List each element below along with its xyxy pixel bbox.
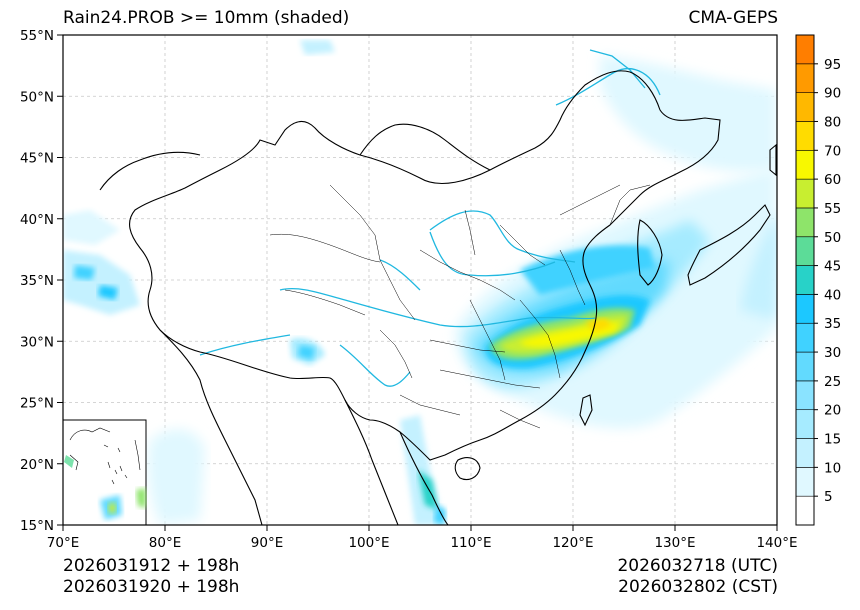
axis-ticks: 55°N 50°N 45°N 40°N 35°N 30°N 25°N 20°N 15°N70°E… <box>20 28 798 551</box>
init-time-block: 2026031912 + 198h 2026031920 + 198h <box>63 556 239 598</box>
colorbar-swatch <box>795 149 815 180</box>
colorbar-label: 80 <box>824 114 841 130</box>
probability-shading <box>63 40 777 525</box>
province-borders <box>269 184 651 429</box>
colorbar-swatch <box>795 207 815 238</box>
colorbar-swatch <box>795 294 815 324</box>
colorbar-label: 70 <box>824 143 841 159</box>
valid-time-utc: 2026032718 (UTC) <box>617 556 778 576</box>
colorbar-label: 5 <box>824 489 833 505</box>
colorbar-swatch <box>795 409 815 439</box>
colorbar-swatch <box>795 92 815 122</box>
lon-tick-label: 100°E <box>348 535 389 551</box>
colorbar-swatch <box>795 265 815 295</box>
colorbar-label: 15 <box>824 432 841 448</box>
lat-tick-label: 55°N <box>20 28 54 44</box>
colorbar-label: 95 <box>824 57 841 73</box>
init-time-utc: 2026031912 + 198h <box>63 556 240 576</box>
lat-tick-label: 40°N <box>20 212 54 228</box>
colorbar-swatch <box>795 380 815 411</box>
colorbar-swatch <box>795 178 815 209</box>
colorbar-frame <box>795 34 815 526</box>
colorbar-label: 25 <box>824 374 841 390</box>
south-china-sea-inset <box>63 419 147 525</box>
lat-tick-label: 50°N <box>20 89 54 105</box>
colorbar-swatch <box>795 121 815 151</box>
colorbar-label: 20 <box>824 403 841 419</box>
lat-tick-label: 20°N <box>20 457 54 473</box>
rivers <box>199 49 661 387</box>
colorbar-label: 35 <box>824 316 841 332</box>
colorbar-swatch <box>795 351 815 382</box>
lon-tick-label: 80°E <box>149 535 181 551</box>
colorbar-label: 10 <box>824 460 841 476</box>
colorbar-label: 45 <box>824 259 841 275</box>
lat-tick-label: 15°N <box>20 518 54 534</box>
colorbar-swatch <box>795 236 815 266</box>
init-time-cst: 2026031920 + 198h <box>63 577 240 597</box>
lat-tick-label: 25°N <box>20 396 54 412</box>
lat-tick-label: 45°N <box>20 151 54 167</box>
lat-tick-label: 30°N <box>20 334 54 350</box>
colorbar-label: 50 <box>824 230 841 246</box>
colorbar-label: 40 <box>824 287 841 303</box>
colorbar-label: 60 <box>824 172 841 188</box>
colorbar-swatch <box>795 322 815 353</box>
colorbar: 5 10 15 20 25 30 35 40 45 50 55 60 70 80 90 95 <box>795 34 841 526</box>
colorbar-label: 55 <box>824 201 841 217</box>
colorbar-swatch <box>795 63 815 93</box>
model-name: CMA-GEPS <box>688 8 778 28</box>
colorbar-swatch <box>795 34 815 65</box>
country-borders <box>99 70 777 525</box>
colorbar-label: 90 <box>824 86 841 102</box>
lon-tick-label: 130°E <box>654 535 695 551</box>
valid-time-block: 2026032718 (UTC) 2026032802 (CST) <box>617 556 778 598</box>
lat-tick-label: 35°N <box>20 273 54 289</box>
colorbar-label: 30 <box>824 345 841 361</box>
lon-tick-label: 90°E <box>251 535 283 551</box>
colorbar-swatch <box>795 495 815 526</box>
valid-time-cst: 2026032802 (CST) <box>618 577 778 597</box>
lon-tick-label: 70°E <box>47 535 79 551</box>
colorbar-swatch <box>795 438 815 468</box>
colorbar-swatch <box>795 467 815 497</box>
lon-tick-label: 110°E <box>450 535 491 551</box>
lon-tick-label: 120°E <box>552 535 593 551</box>
lon-tick-label: 140°E <box>756 535 797 551</box>
chart-title: Rain24.PROB >= 10mm (shaded) <box>63 8 350 28</box>
